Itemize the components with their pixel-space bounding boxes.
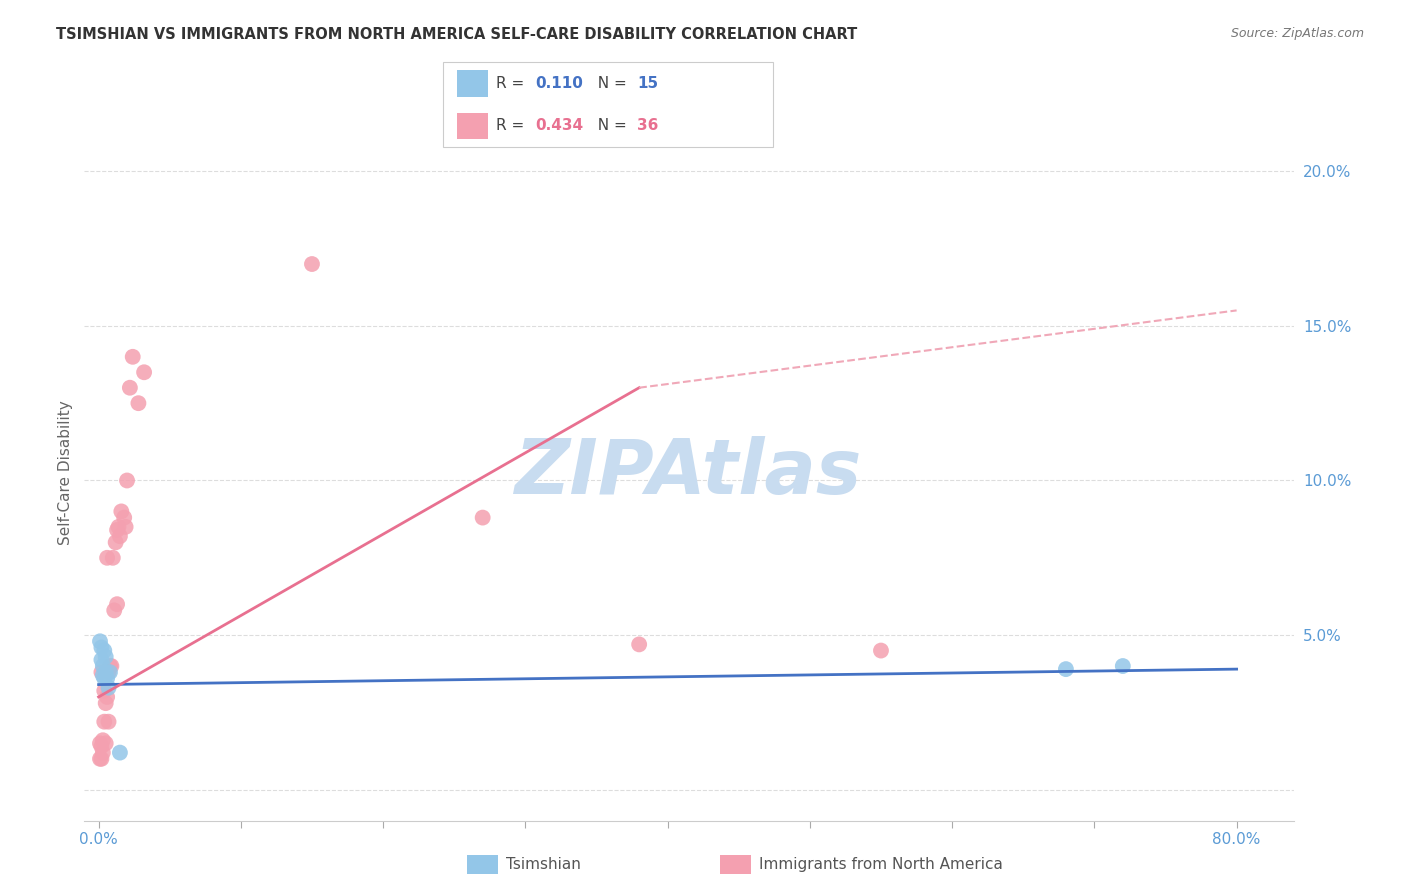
- Text: Source: ZipAtlas.com: Source: ZipAtlas.com: [1230, 27, 1364, 40]
- Point: [108, 529, 131, 543]
- Point: [114, 520, 136, 534]
- Text: 36: 36: [637, 119, 658, 134]
- Text: Tsimshian: Tsimshian: [506, 857, 581, 871]
- Point: [89, 736, 111, 750]
- Text: N =: N =: [588, 76, 631, 91]
- Text: R =: R =: [496, 119, 530, 134]
- Point: [94, 696, 117, 710]
- Text: 0.110: 0.110: [536, 76, 583, 91]
- Point: [1112, 659, 1135, 673]
- Point: [91, 659, 114, 673]
- Text: TSIMSHIAN VS IMMIGRANTS FROM NORTH AMERICA SELF-CARE DISABILITY CORRELATION CHAR: TSIMSHIAN VS IMMIGRANTS FROM NORTH AMERI…: [56, 27, 858, 42]
- Point: [94, 665, 117, 680]
- Point: [96, 690, 118, 704]
- Point: [93, 714, 115, 729]
- Point: [97, 681, 120, 695]
- Text: Immigrants from North America: Immigrants from North America: [759, 857, 1002, 871]
- Point: [98, 665, 121, 680]
- Y-axis label: Self-Care Disability: Self-Care Disability: [58, 401, 73, 545]
- Point: [100, 659, 122, 673]
- Point: [118, 381, 141, 395]
- Point: [91, 733, 114, 747]
- Point: [96, 672, 118, 686]
- Point: [91, 746, 114, 760]
- Point: [89, 752, 111, 766]
- Point: [105, 523, 128, 537]
- Point: [628, 637, 651, 651]
- Point: [1054, 662, 1077, 676]
- Point: [90, 739, 112, 754]
- Point: [105, 597, 128, 611]
- Point: [93, 672, 115, 686]
- Text: R =: R =: [496, 76, 530, 91]
- Point: [96, 550, 118, 565]
- Point: [121, 350, 143, 364]
- Point: [97, 714, 120, 729]
- Point: [112, 510, 135, 524]
- Point: [104, 535, 127, 549]
- Point: [471, 510, 494, 524]
- Point: [870, 643, 893, 657]
- Point: [110, 504, 132, 518]
- Point: [90, 640, 112, 655]
- Point: [132, 365, 155, 379]
- Point: [94, 649, 117, 664]
- Text: 15: 15: [637, 76, 658, 91]
- Point: [107, 520, 129, 534]
- Text: N =: N =: [588, 119, 631, 134]
- Point: [115, 474, 138, 488]
- Point: [93, 683, 115, 698]
- Point: [103, 603, 125, 617]
- Point: [301, 257, 323, 271]
- Text: ZIPAtlas: ZIPAtlas: [515, 436, 863, 509]
- Point: [90, 752, 112, 766]
- Text: 0.434: 0.434: [536, 119, 583, 134]
- Point: [98, 659, 121, 673]
- Point: [127, 396, 149, 410]
- Point: [101, 550, 124, 565]
- Point: [93, 643, 115, 657]
- Point: [89, 634, 111, 648]
- Point: [90, 665, 112, 680]
- Point: [91, 668, 114, 682]
- Point: [90, 653, 112, 667]
- Point: [108, 746, 131, 760]
- Point: [97, 665, 120, 680]
- Point: [94, 736, 117, 750]
